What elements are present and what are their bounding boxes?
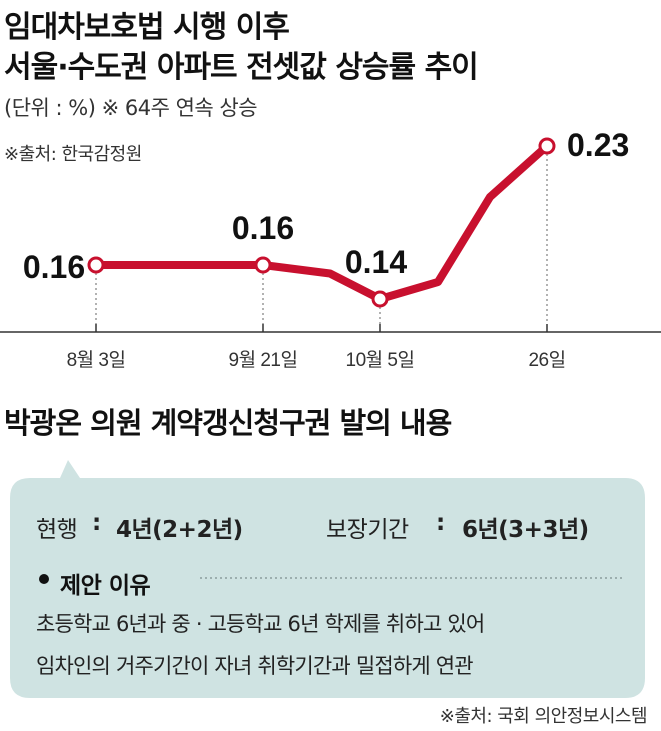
current-separator: : [92, 510, 101, 536]
guarantee-separator: : [436, 510, 445, 536]
line-chart: 8월 3일 9월 21일 10월 5일 26일 0.16 0.16 0.14 0.23 [0, 127, 661, 371]
reason-line-2: 임차인의 거주기간이 자녀 취학기간과 밀접하게 연관 [36, 654, 474, 678]
data-label: 0.14 [345, 244, 407, 280]
bullet-icon [39, 574, 49, 584]
data-label: 0.16 [232, 210, 294, 246]
chart-source: ※출처: 한국감정원 [4, 144, 142, 165]
current-label: 현행 [36, 517, 78, 543]
data-point [371, 290, 389, 308]
data-label: 0.16 [23, 249, 85, 285]
unit-note: (단위 : %) ※ 64주 연속 상승 [4, 96, 258, 120]
data-label: 0.23 [567, 127, 629, 163]
chart-marks: 8월 3일 9월 21일 10월 5일 26일 0.16 0.16 0.14 0.23 [23, 127, 629, 371]
x-tick-label: 9월 21일 [229, 349, 298, 371]
reason-title: 제안 이유 [60, 573, 151, 599]
chart-title-line1: 임대차보호법 시행 이후 [4, 10, 290, 45]
current-value: 4년(2+2년) [116, 517, 243, 543]
data-point [538, 137, 556, 155]
guarantee-value: 6년(3+3년) [462, 517, 589, 543]
reason-line-1: 초등학교 6년과 중 · 고등학교 6년 학제를 취하고 있어 [36, 612, 485, 636]
x-tick-label: 10월 5일 [346, 349, 415, 371]
x-tick-label: 26일 [528, 349, 565, 371]
section-title: 박광온 의원 계약갱신청구권 발의 내용 [4, 406, 452, 440]
x-tick-label: 8월 3일 [67, 349, 126, 371]
proposal-source: ※출처: 국회 의안정보시스템 [439, 706, 648, 727]
chart-title-line2: 서울·수도권 아파트 전셋값 상승률 추이 [4, 50, 479, 85]
guarantee-label: 보장기간 [326, 517, 409, 543]
data-point [87, 256, 105, 274]
data-point [254, 256, 272, 274]
speech-bubble-background [10, 460, 645, 698]
